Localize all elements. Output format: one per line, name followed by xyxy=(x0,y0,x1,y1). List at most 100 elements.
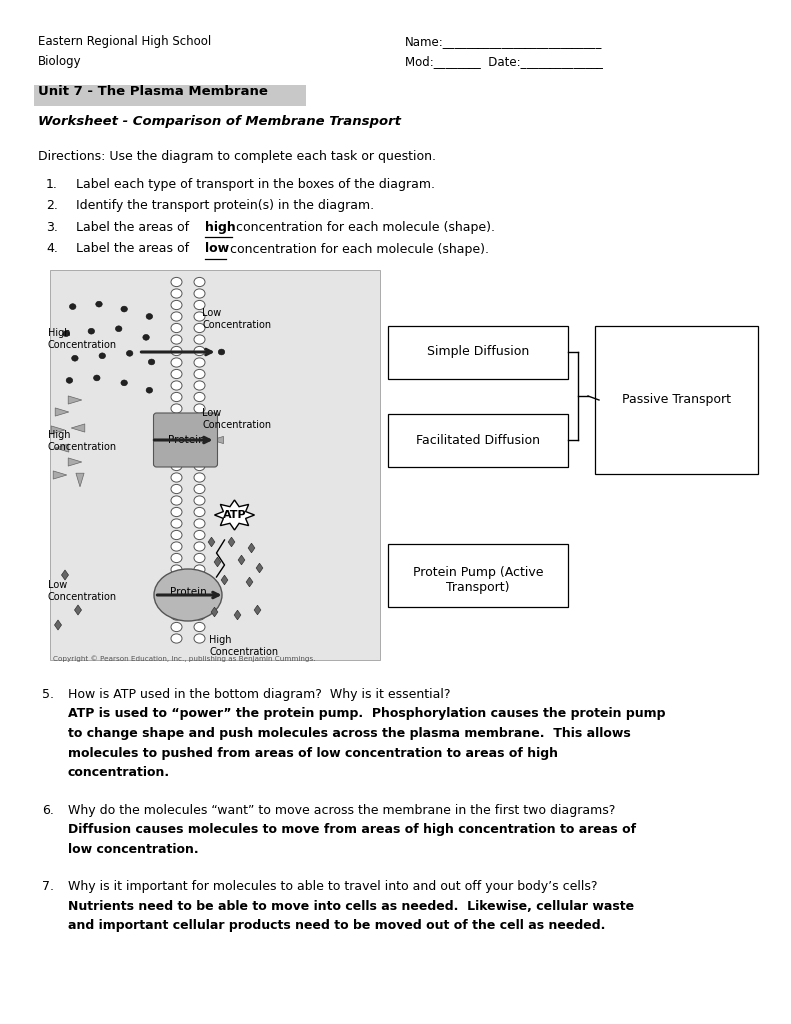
Polygon shape xyxy=(53,471,66,479)
Ellipse shape xyxy=(171,427,182,436)
Polygon shape xyxy=(214,557,221,567)
Ellipse shape xyxy=(99,353,105,358)
Ellipse shape xyxy=(171,634,182,643)
Text: High
Concentration: High Concentration xyxy=(48,328,117,349)
Text: High
Concentration: High Concentration xyxy=(48,430,117,452)
Text: Simple Diffusion: Simple Diffusion xyxy=(427,345,529,358)
Ellipse shape xyxy=(121,306,127,312)
Polygon shape xyxy=(208,538,215,547)
Text: Label the areas of: Label the areas of xyxy=(76,221,193,234)
Text: and important cellular products need to be moved out of the cell as needed.: and important cellular products need to … xyxy=(68,919,605,932)
Text: Directions: Use the diagram to complete each task or question.: Directions: Use the diagram to complete … xyxy=(38,150,436,163)
Ellipse shape xyxy=(171,542,182,551)
Ellipse shape xyxy=(194,450,205,459)
Ellipse shape xyxy=(171,565,182,574)
Ellipse shape xyxy=(115,326,122,332)
Ellipse shape xyxy=(171,358,182,367)
Text: Protein: Protein xyxy=(168,435,204,445)
Ellipse shape xyxy=(194,300,205,309)
Ellipse shape xyxy=(66,378,73,383)
Ellipse shape xyxy=(194,335,205,344)
FancyBboxPatch shape xyxy=(50,270,380,660)
Text: concentration.: concentration. xyxy=(68,766,170,779)
Polygon shape xyxy=(76,473,84,486)
Ellipse shape xyxy=(194,553,205,562)
Ellipse shape xyxy=(63,331,70,337)
Text: concentration for each molecule (shape).: concentration for each molecule (shape). xyxy=(225,243,489,256)
Ellipse shape xyxy=(88,329,95,334)
Ellipse shape xyxy=(194,611,205,621)
Ellipse shape xyxy=(194,599,205,608)
Polygon shape xyxy=(248,543,255,553)
Ellipse shape xyxy=(194,519,205,528)
Polygon shape xyxy=(256,563,263,572)
Ellipse shape xyxy=(93,375,100,381)
Ellipse shape xyxy=(171,473,182,482)
Text: How is ATP used in the bottom diagram?  Why is it essential?: How is ATP used in the bottom diagram? W… xyxy=(68,688,451,701)
Ellipse shape xyxy=(146,387,153,393)
FancyBboxPatch shape xyxy=(388,544,568,606)
Ellipse shape xyxy=(194,312,205,322)
Polygon shape xyxy=(246,578,253,587)
FancyBboxPatch shape xyxy=(388,414,568,467)
Ellipse shape xyxy=(194,508,205,516)
Ellipse shape xyxy=(194,462,205,471)
Ellipse shape xyxy=(194,484,205,494)
Ellipse shape xyxy=(171,450,182,459)
Polygon shape xyxy=(55,408,69,416)
Ellipse shape xyxy=(194,530,205,540)
Polygon shape xyxy=(51,426,65,434)
FancyBboxPatch shape xyxy=(34,85,306,106)
Ellipse shape xyxy=(171,484,182,494)
Ellipse shape xyxy=(171,623,182,632)
Text: Name:___________________________: Name:___________________________ xyxy=(405,35,603,48)
Text: Label each type of transport in the boxes of the diagram.: Label each type of transport in the boxe… xyxy=(76,178,435,191)
Ellipse shape xyxy=(171,508,182,516)
Text: Diffusion causes molecules to move from areas of high concentration to areas of: Diffusion causes molecules to move from … xyxy=(68,823,636,836)
Polygon shape xyxy=(228,538,235,547)
Ellipse shape xyxy=(194,358,205,367)
Text: 2.: 2. xyxy=(46,200,58,213)
Text: 1.: 1. xyxy=(46,178,58,191)
Text: 4.: 4. xyxy=(46,243,58,256)
Ellipse shape xyxy=(171,599,182,608)
Ellipse shape xyxy=(171,346,182,355)
Ellipse shape xyxy=(171,416,182,425)
Text: Unit 7 - The Plasma Membrane: Unit 7 - The Plasma Membrane xyxy=(38,85,268,98)
FancyBboxPatch shape xyxy=(153,413,218,467)
Text: ATP: ATP xyxy=(223,510,246,519)
Ellipse shape xyxy=(121,380,127,386)
Ellipse shape xyxy=(171,289,182,298)
Polygon shape xyxy=(254,605,261,614)
Text: Label the areas of: Label the areas of xyxy=(76,243,193,256)
Text: Eastern Regional High School: Eastern Regional High School xyxy=(38,35,211,48)
Ellipse shape xyxy=(194,438,205,447)
Text: low: low xyxy=(205,243,229,256)
Text: Passive Transport: Passive Transport xyxy=(622,393,731,407)
Polygon shape xyxy=(62,570,69,580)
Ellipse shape xyxy=(72,355,78,361)
Text: 6.: 6. xyxy=(42,804,54,816)
Text: molecules to pushed from areas of low concentration to areas of high: molecules to pushed from areas of low co… xyxy=(68,746,558,760)
Ellipse shape xyxy=(194,278,205,287)
Ellipse shape xyxy=(194,473,205,482)
Ellipse shape xyxy=(171,370,182,379)
Text: Worksheet - Comparison of Membrane Transport: Worksheet - Comparison of Membrane Trans… xyxy=(38,115,401,128)
Text: to change shape and push molecules across the plasma membrane.  This allows: to change shape and push molecules acros… xyxy=(68,727,630,740)
Text: Low
Concentration: Low Concentration xyxy=(48,580,117,602)
FancyBboxPatch shape xyxy=(388,326,568,379)
Text: 3.: 3. xyxy=(46,221,58,234)
Ellipse shape xyxy=(96,301,102,307)
Ellipse shape xyxy=(171,530,182,540)
Polygon shape xyxy=(55,444,69,452)
Ellipse shape xyxy=(171,312,182,322)
Text: Facilitated Diffusion: Facilitated Diffusion xyxy=(416,433,540,446)
Ellipse shape xyxy=(171,278,182,287)
Text: low concentration.: low concentration. xyxy=(68,843,199,855)
Ellipse shape xyxy=(171,519,182,528)
Ellipse shape xyxy=(171,588,182,597)
Ellipse shape xyxy=(127,350,133,356)
Ellipse shape xyxy=(171,496,182,505)
Ellipse shape xyxy=(171,553,182,562)
Ellipse shape xyxy=(194,416,205,425)
